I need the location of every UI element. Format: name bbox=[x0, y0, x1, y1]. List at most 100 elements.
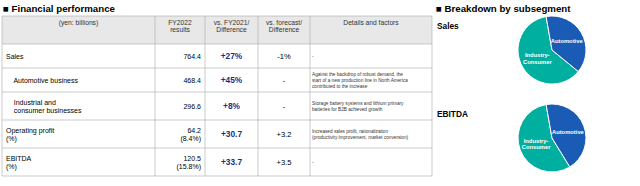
text-line: - bbox=[312, 54, 314, 59]
text-line: +8% bbox=[223, 101, 240, 111]
header-background bbox=[2, 16, 432, 44]
table-rule bbox=[310, 16, 311, 176]
text-line: FY2022 bbox=[168, 18, 192, 25]
column-header: (yen: billions) bbox=[59, 18, 98, 26]
table-cell: - bbox=[312, 160, 314, 165]
table-cell: 64.2(8.4%) bbox=[180, 127, 201, 143]
text-line: 296.6 bbox=[183, 103, 201, 110]
table-cell: - bbox=[283, 102, 286, 111]
column-header: FY2022results bbox=[168, 18, 192, 33]
text-line: +30.7 bbox=[221, 129, 242, 139]
table-rule bbox=[2, 148, 432, 149]
section-title: ■ Breakdown by subsegment bbox=[436, 3, 571, 14]
table-cell: EBITDA(%) bbox=[6, 155, 32, 171]
text-line: 468.4 bbox=[183, 77, 201, 84]
slice-label: Automotive bbox=[552, 129, 585, 135]
table-cell: +33.7 bbox=[221, 157, 242, 167]
text-line: Difference bbox=[269, 26, 300, 33]
table-rule bbox=[2, 68, 432, 69]
table-rule bbox=[155, 16, 156, 176]
text-line: Against the backdrop of robust demand, t… bbox=[312, 72, 403, 77]
text-line: +45% bbox=[221, 75, 243, 85]
table-cell: - bbox=[283, 76, 286, 85]
pie-section: ■ Breakdown by subsegmentSalesIndustry-C… bbox=[436, 3, 586, 172]
table-cell: +45% bbox=[221, 75, 243, 85]
table-cell: Storage battery systems and lithium prim… bbox=[312, 101, 404, 112]
table-cell: 120.5(15.8%) bbox=[176, 155, 201, 171]
table-cell: - bbox=[312, 54, 314, 59]
text-line: (productivity improvement, market conver… bbox=[312, 134, 409, 139]
text-line: +33.7 bbox=[221, 157, 242, 167]
table-cell: 764.4 bbox=[183, 53, 201, 60]
text-line: +3.5 bbox=[277, 158, 292, 167]
table-cell: Against the backdrop of robust demand, t… bbox=[312, 72, 408, 88]
table-title: ■ Financial performance bbox=[3, 3, 116, 14]
table-cell: 468.4 bbox=[183, 77, 201, 84]
table-cell: 296.6 bbox=[183, 103, 201, 110]
text-line: vs. forecast/ bbox=[266, 18, 302, 25]
table-cell: Industrial and consumer businesses bbox=[6, 99, 82, 114]
text-line: results bbox=[170, 26, 190, 33]
text-line: - bbox=[283, 76, 286, 85]
text-line: Increased sales profit, rationalization bbox=[312, 129, 388, 134]
table-rule bbox=[2, 120, 432, 121]
slice-label: Automotive bbox=[551, 38, 584, 44]
text-line: - bbox=[283, 102, 286, 111]
text-line: Consumer bbox=[522, 144, 551, 150]
slice-labels: Industry-Consumer Automotive bbox=[523, 38, 583, 64]
slice-labels: Industry-ConsumerAutomotive bbox=[522, 129, 585, 150]
canvas: ■ Financial performance (yen: billions) FY… bbox=[0, 0, 640, 186]
pie-slice bbox=[546, 104, 586, 167]
text-line: EBITDA bbox=[6, 155, 32, 162]
table-cell: Sales bbox=[6, 53, 24, 60]
text-line: (%) bbox=[6, 134, 17, 142]
slice-label: Industry-Consumer bbox=[523, 52, 552, 64]
text-line: 120.5 bbox=[183, 155, 201, 162]
text-line: 64.2 bbox=[187, 127, 201, 134]
table-rule bbox=[2, 92, 432, 93]
text-line: Industry- bbox=[524, 138, 549, 144]
pie: Industry-ConsumerAutomotive bbox=[518, 104, 586, 172]
table-cell: Automotive business bbox=[6, 77, 78, 84]
table-rule bbox=[432, 16, 433, 176]
text-line: batteries for B2B achieved growth bbox=[312, 106, 383, 111]
pie-title: Sales bbox=[437, 21, 459, 31]
text-line: Industry- bbox=[525, 52, 550, 58]
column-header: vs. forecast/Difference bbox=[266, 18, 302, 33]
text-line: Storage battery systems and lithium prim… bbox=[312, 101, 404, 106]
text-line: Automotive bbox=[552, 129, 585, 135]
table-cell: Increased sales profit, rationalization(… bbox=[312, 129, 409, 140]
text-line: 764.4 bbox=[183, 53, 201, 60]
table-rule bbox=[258, 16, 259, 176]
text-line: Automotive bbox=[551, 38, 584, 44]
slice-label: Industry-Consumer bbox=[522, 138, 551, 150]
pie-title: EBITDA bbox=[437, 109, 468, 119]
text-line: Sales bbox=[6, 53, 24, 60]
text-line: -1% bbox=[277, 52, 291, 61]
table-cell: +3.5 bbox=[277, 158, 292, 167]
pie-slice bbox=[546, 16, 586, 72]
table: ■ Financial performance (yen: billions) FY… bbox=[2, 3, 432, 176]
text-line: (8.4%) bbox=[180, 134, 201, 142]
text-line: start of a new production line in North … bbox=[312, 78, 408, 83]
table-rule bbox=[2, 16, 432, 17]
table-rule bbox=[205, 16, 206, 176]
table-rule bbox=[2, 16, 3, 176]
table-cell: +30.7 bbox=[221, 129, 242, 139]
text-line: Difference bbox=[216, 26, 247, 33]
text-line: Details and factors bbox=[343, 18, 399, 25]
text-line: vs. FY2021/ bbox=[214, 18, 250, 25]
column-header: Details and factors bbox=[343, 18, 399, 25]
table-cell: +27% bbox=[221, 51, 243, 61]
table-rule bbox=[2, 44, 432, 45]
table-cell: +8% bbox=[223, 101, 240, 111]
column-header: vs. FY2021/Difference bbox=[214, 18, 250, 33]
table-cell: Operating profit(%) bbox=[6, 127, 54, 143]
text-line: Industrial and bbox=[6, 99, 56, 106]
text-line: (%) bbox=[6, 162, 17, 170]
text-line: contributed to the increase bbox=[312, 83, 368, 88]
text-line: +27% bbox=[221, 51, 243, 61]
text-line: (15.8%) bbox=[176, 162, 201, 170]
text-line: consumer businesses bbox=[6, 106, 82, 113]
table-cell: +3.2 bbox=[277, 130, 292, 139]
